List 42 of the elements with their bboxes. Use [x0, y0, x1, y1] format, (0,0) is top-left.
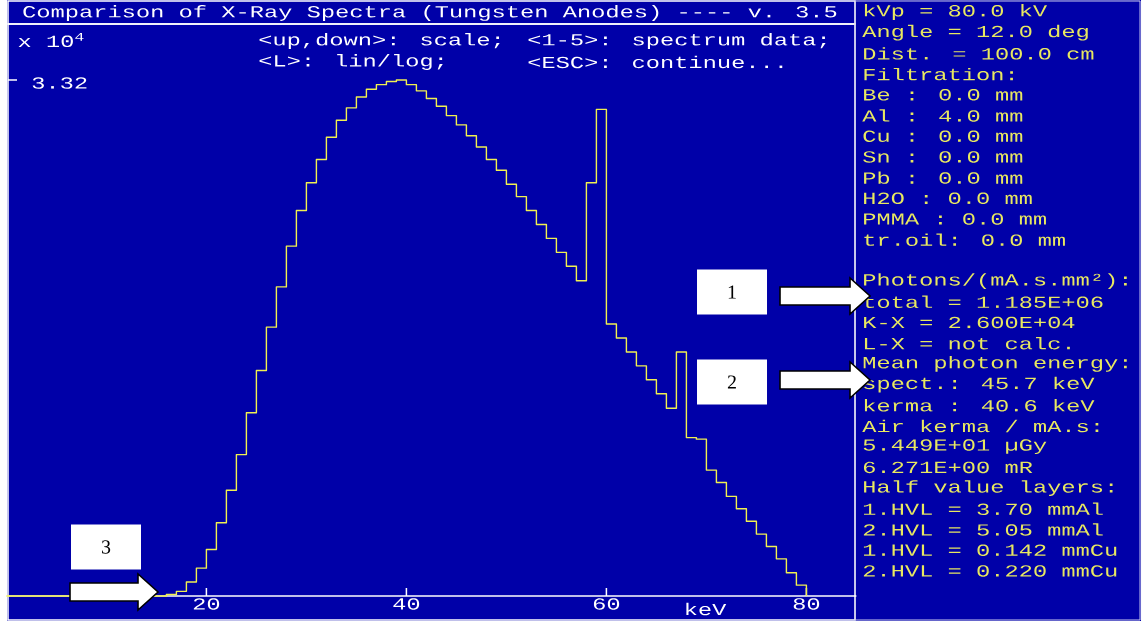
annotation: 3	[101, 540, 111, 554]
text: spect.: 45.7 keV	[864, 376, 1095, 393]
annotation: 2	[727, 375, 736, 389]
text: Half value layers:	[864, 480, 1113, 496]
x-tick-label: 20	[193, 598, 220, 610]
text: Air kerma / mA.s:	[862, 419, 1099, 433]
text: kVp = 80.0 kV	[864, 4, 1048, 20]
text: PMMA : 0.0 mm	[864, 213, 1046, 225]
annotation: 3.32	[32, 77, 87, 89]
text: K-X = 2.600E+04	[864, 316, 1075, 329]
y-axis-title: x 10$^{4}$	[18, 32, 84, 48]
text: <up,down>: scale;	[259, 33, 500, 49]
text: Filtration:	[864, 67, 1013, 81]
text: 2.HVL = 0.220 mmCu	[863, 565, 1117, 577]
text: 1.HVL = 0.142 mmCu	[863, 544, 1117, 556]
text: kerma : 40.6 keV	[864, 399, 1095, 412]
text: tr.oil: 0.0 mm	[864, 233, 1065, 246]
text: L-X = not calc.	[864, 336, 1070, 350]
text: Al : 4.0 mm	[862, 109, 1023, 122]
text: H2O : 0.0 mm	[864, 192, 1032, 205]
text: 6.271E+00 mR	[863, 461, 1033, 474]
x-tick-label: 80	[793, 598, 820, 610]
text: Photons/(mA.s.mm²):	[864, 273, 1127, 289]
text: Be : 0.0 mm	[864, 89, 1023, 101]
text: 1.HVL = 3.70 mmAl	[863, 502, 1103, 516]
x-axis-title: keV	[686, 602, 727, 616]
text: total = 1.185E+06	[864, 295, 1103, 309]
text: <L>: lin/log;	[259, 54, 443, 70]
x-tick-label: 60	[593, 598, 620, 610]
text: Sn : 0.0 mm	[863, 151, 1023, 163]
text: Pb : 0.0 mm	[864, 171, 1023, 184]
text: <1-5>: spectrum data;	[528, 33, 826, 49]
text: <ESC>: continue...	[528, 55, 783, 69]
text: 2.HVL = 5.05 mmAl	[863, 523, 1103, 536]
text: Dist. = 100.0 cm	[864, 47, 1094, 60]
text: Angle = 12.0 deg	[862, 24, 1088, 41]
chart-title: Comparison of X-Ray Spectra (Tungsten Anodes) ---- v. 3.5	[23, 5, 837, 21]
x-tick-label: 40	[393, 598, 420, 610]
text: Cu : 0.0 mm	[863, 130, 1023, 142]
text: Mean photon energy:	[863, 356, 1127, 372]
annotation: 1	[728, 285, 736, 299]
text: 5.449E+01 µGy	[863, 439, 1047, 455]
